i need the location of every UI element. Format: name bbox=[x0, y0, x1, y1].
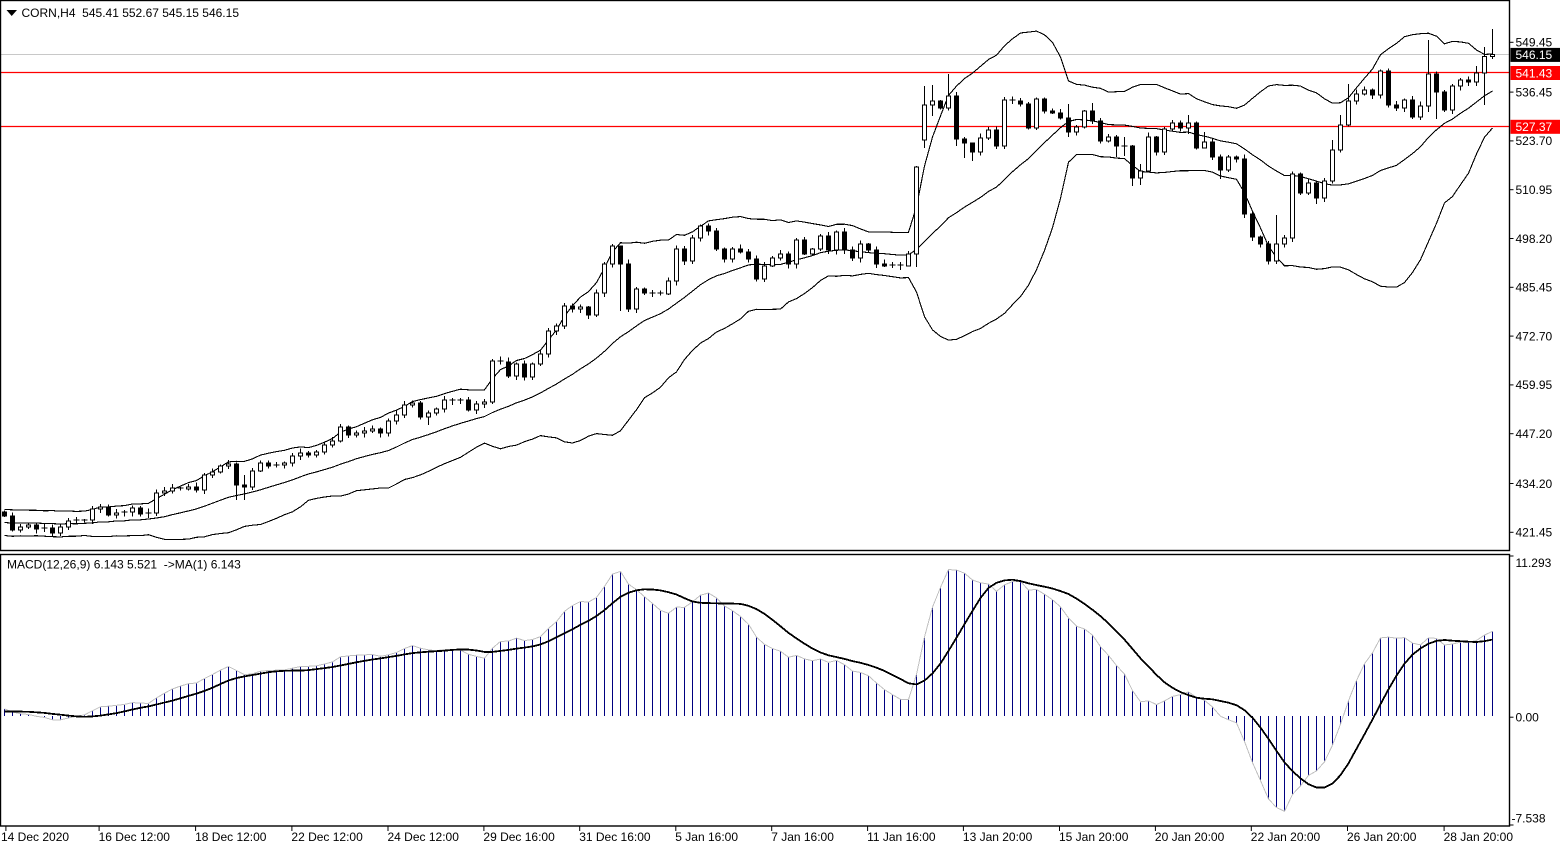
svg-text:5 Jan 16:00: 5 Jan 16:00 bbox=[675, 830, 738, 844]
svg-text:22 Dec 12:00: 22 Dec 12:00 bbox=[291, 830, 363, 844]
svg-text:0.00: 0.00 bbox=[1516, 711, 1540, 725]
svg-text:510.95: 510.95 bbox=[1516, 183, 1553, 197]
svg-text:11.293: 11.293 bbox=[1516, 556, 1552, 570]
svg-text:546.15: 546.15 bbox=[1516, 48, 1553, 62]
svg-text:13 Jan 20:00: 13 Jan 20:00 bbox=[963, 830, 1033, 844]
svg-text:26 Jan 20:00: 26 Jan 20:00 bbox=[1347, 830, 1417, 844]
svg-text:434.20: 434.20 bbox=[1516, 477, 1553, 491]
svg-text:MACD(12,26,9) 6.143 5.521 ->M: MACD(12,26,9) 6.143 5.521 ->MA(1) 6.143 bbox=[7, 558, 241, 572]
svg-text:447.20: 447.20 bbox=[1516, 427, 1553, 441]
svg-text:14 Dec 2020: 14 Dec 2020 bbox=[1, 830, 69, 844]
svg-text:523.70: 523.70 bbox=[1516, 134, 1553, 148]
svg-text:541.43: 541.43 bbox=[1516, 66, 1553, 80]
svg-text:-7.538: -7.538 bbox=[1512, 812, 1546, 826]
svg-text:549.45: 549.45 bbox=[1516, 36, 1553, 50]
svg-text:536.45: 536.45 bbox=[1516, 85, 1553, 99]
svg-text:498.20: 498.20 bbox=[1516, 232, 1553, 246]
svg-text:11 Jan 16:00: 11 Jan 16:00 bbox=[867, 830, 936, 844]
svg-text:459.95: 459.95 bbox=[1516, 378, 1553, 392]
svg-text:24 Dec 12:00: 24 Dec 12:00 bbox=[388, 830, 460, 844]
svg-text:16 Dec 12:00: 16 Dec 12:00 bbox=[99, 830, 171, 844]
svg-text:15 Jan 20:00: 15 Jan 20:00 bbox=[1059, 830, 1129, 844]
svg-text:CORN,H4 545.41 552.67 545.15: CORN,H4 545.41 552.67 545.15 546.15 bbox=[22, 6, 240, 20]
svg-text:31 Dec 16:00: 31 Dec 16:00 bbox=[579, 830, 651, 844]
svg-text:29 Dec 16:00: 29 Dec 16:00 bbox=[483, 830, 555, 844]
svg-text:527.37: 527.37 bbox=[1516, 120, 1553, 134]
svg-text:28 Jan 20:00: 28 Jan 20:00 bbox=[1444, 830, 1514, 844]
svg-text:472.70: 472.70 bbox=[1516, 329, 1553, 343]
svg-text:7 Jan 16:00: 7 Jan 16:00 bbox=[771, 830, 834, 844]
svg-text:485.45: 485.45 bbox=[1516, 281, 1553, 295]
svg-text:22 Jan 20:00: 22 Jan 20:00 bbox=[1251, 830, 1321, 844]
svg-text:421.45: 421.45 bbox=[1516, 526, 1553, 540]
svg-text:20 Jan 20:00: 20 Jan 20:00 bbox=[1155, 830, 1225, 844]
svg-text:18 Dec 12:00: 18 Dec 12:00 bbox=[195, 830, 267, 844]
